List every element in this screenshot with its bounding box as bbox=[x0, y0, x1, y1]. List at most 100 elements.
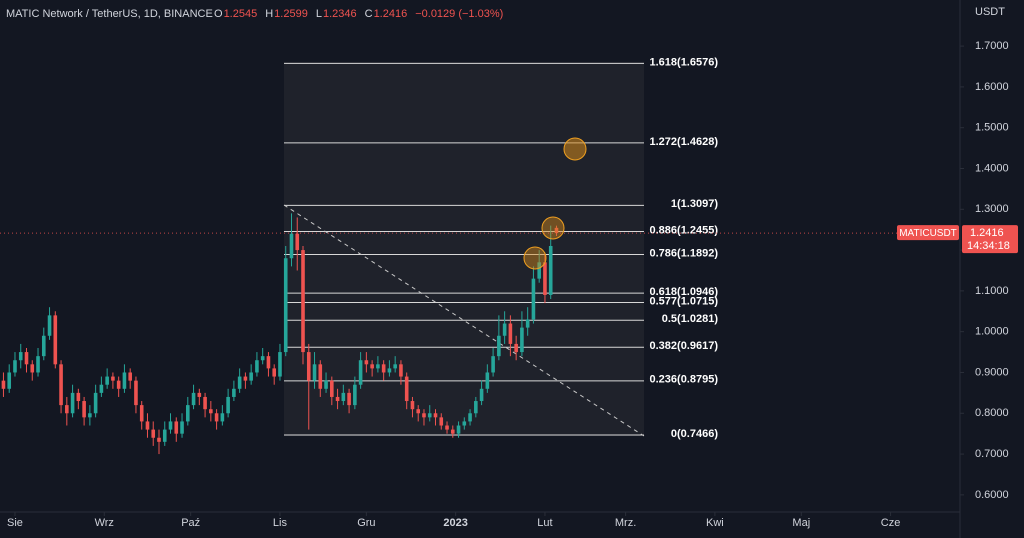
symbol: MATIC Network / TetherUS, 1D, BINANCE bbox=[6, 8, 213, 20]
x-tick-label: Sie bbox=[7, 517, 23, 529]
x-tick-label: Maj bbox=[792, 517, 810, 529]
x-tick-label: Lis bbox=[273, 517, 288, 529]
candle-body bbox=[376, 364, 380, 369]
candle-body bbox=[18, 352, 23, 361]
candle-body bbox=[168, 421, 173, 430]
candle-body bbox=[370, 364, 374, 369]
candle-body bbox=[180, 421, 184, 434]
candle-body bbox=[474, 401, 478, 414]
y-tick-label: 1.3000 bbox=[975, 203, 1009, 215]
candle-body bbox=[491, 356, 495, 373]
x-tick-label: Kwi bbox=[706, 517, 724, 529]
candle-body bbox=[502, 323, 507, 336]
candle-body bbox=[404, 376, 409, 402]
candle-body bbox=[301, 250, 305, 353]
candle-body bbox=[462, 421, 467, 426]
candle-body bbox=[266, 356, 271, 369]
candle-body bbox=[335, 396, 340, 402]
candle-body bbox=[220, 413, 225, 422]
candle-body bbox=[162, 429, 167, 442]
candle-body bbox=[450, 429, 455, 434]
candle-body bbox=[88, 413, 92, 418]
candle-body bbox=[197, 392, 202, 397]
candle-body bbox=[209, 409, 213, 414]
y-tick-label: 1.7000 bbox=[975, 40, 1009, 52]
candle-body bbox=[514, 343, 518, 353]
candle-body bbox=[24, 352, 29, 365]
candle-body bbox=[353, 384, 357, 406]
candle-body bbox=[347, 392, 351, 406]
candle-body bbox=[456, 425, 461, 434]
countdown-text: 14:34:18 bbox=[967, 240, 1010, 252]
fib-label: 0(0.7466) bbox=[671, 428, 718, 440]
candle-body bbox=[485, 372, 490, 389]
candle-body bbox=[543, 262, 547, 295]
candle-body bbox=[30, 364, 35, 373]
candle-body bbox=[99, 384, 104, 393]
price-tag-text: 1.2416 bbox=[970, 227, 1004, 239]
candle-body bbox=[520, 327, 524, 353]
target-circle bbox=[541, 216, 565, 240]
x-tick-label: 2023 bbox=[443, 517, 467, 529]
candle-body bbox=[13, 360, 17, 373]
fib-label: 1.272(1.4628) bbox=[650, 136, 719, 148]
x-tick-label: Gru bbox=[357, 517, 375, 529]
candle-body bbox=[548, 246, 553, 295]
ohlc-value: 1.2346 bbox=[323, 8, 357, 20]
candle-body bbox=[393, 364, 397, 369]
fib-shade bbox=[284, 62, 644, 436]
fib-label: 0.5(1.0281) bbox=[662, 313, 719, 325]
x-tick-label: Wrz bbox=[95, 517, 114, 529]
candle-body bbox=[525, 319, 530, 328]
candle-body bbox=[191, 392, 196, 406]
y-tick-label: 1.4000 bbox=[975, 162, 1009, 174]
fib-label: 0.786(1.1892) bbox=[650, 247, 719, 259]
ohlc-value: 1.2545 bbox=[224, 8, 258, 20]
candle-body bbox=[70, 392, 75, 414]
x-tick-label: Paź bbox=[181, 517, 200, 529]
candle-body bbox=[53, 315, 58, 365]
candle-body bbox=[318, 364, 323, 389]
candle-body bbox=[260, 356, 265, 361]
candle-body bbox=[128, 372, 132, 381]
candle-body bbox=[439, 417, 444, 426]
candle-body bbox=[237, 376, 242, 389]
axis-title: USDT bbox=[975, 6, 1005, 18]
candle-body bbox=[537, 262, 541, 279]
candle-body bbox=[122, 372, 127, 389]
candle-body bbox=[145, 421, 150, 430]
candle-body bbox=[283, 258, 288, 353]
candle-body bbox=[249, 372, 253, 381]
candle-body bbox=[41, 335, 46, 357]
candle-body bbox=[232, 388, 236, 397]
candle-body bbox=[255, 360, 259, 373]
candle-body bbox=[445, 425, 449, 430]
candle-body bbox=[157, 437, 161, 442]
candle-body bbox=[185, 405, 190, 422]
candle-body bbox=[387, 368, 392, 373]
candle-body bbox=[7, 372, 12, 389]
candle-body bbox=[508, 323, 513, 344]
candle-body bbox=[312, 364, 317, 381]
candle-body bbox=[358, 360, 363, 385]
target-circle bbox=[563, 137, 587, 161]
candle-body bbox=[214, 413, 219, 422]
y-tick-label: 0.8000 bbox=[975, 407, 1009, 419]
candle-body bbox=[479, 388, 484, 402]
candle-body bbox=[289, 233, 294, 259]
y-tick-label: 0.9000 bbox=[975, 366, 1009, 378]
candle-body bbox=[174, 421, 179, 434]
candle-body bbox=[341, 392, 346, 402]
ohlc-value: 1.2416 bbox=[374, 8, 408, 20]
fib-label: 1(1.3097) bbox=[671, 198, 718, 210]
x-tick-label: Cze bbox=[881, 517, 901, 529]
change: −0.0129 (−1.03%) bbox=[415, 8, 503, 20]
candle-body bbox=[243, 376, 248, 381]
candle-body bbox=[151, 429, 156, 438]
ohlc-label: H bbox=[265, 8, 273, 20]
ohlc-label: O bbox=[214, 8, 223, 20]
y-tick-label: 1.0000 bbox=[975, 326, 1009, 338]
candle-body bbox=[381, 364, 386, 373]
candle-body bbox=[134, 380, 138, 406]
